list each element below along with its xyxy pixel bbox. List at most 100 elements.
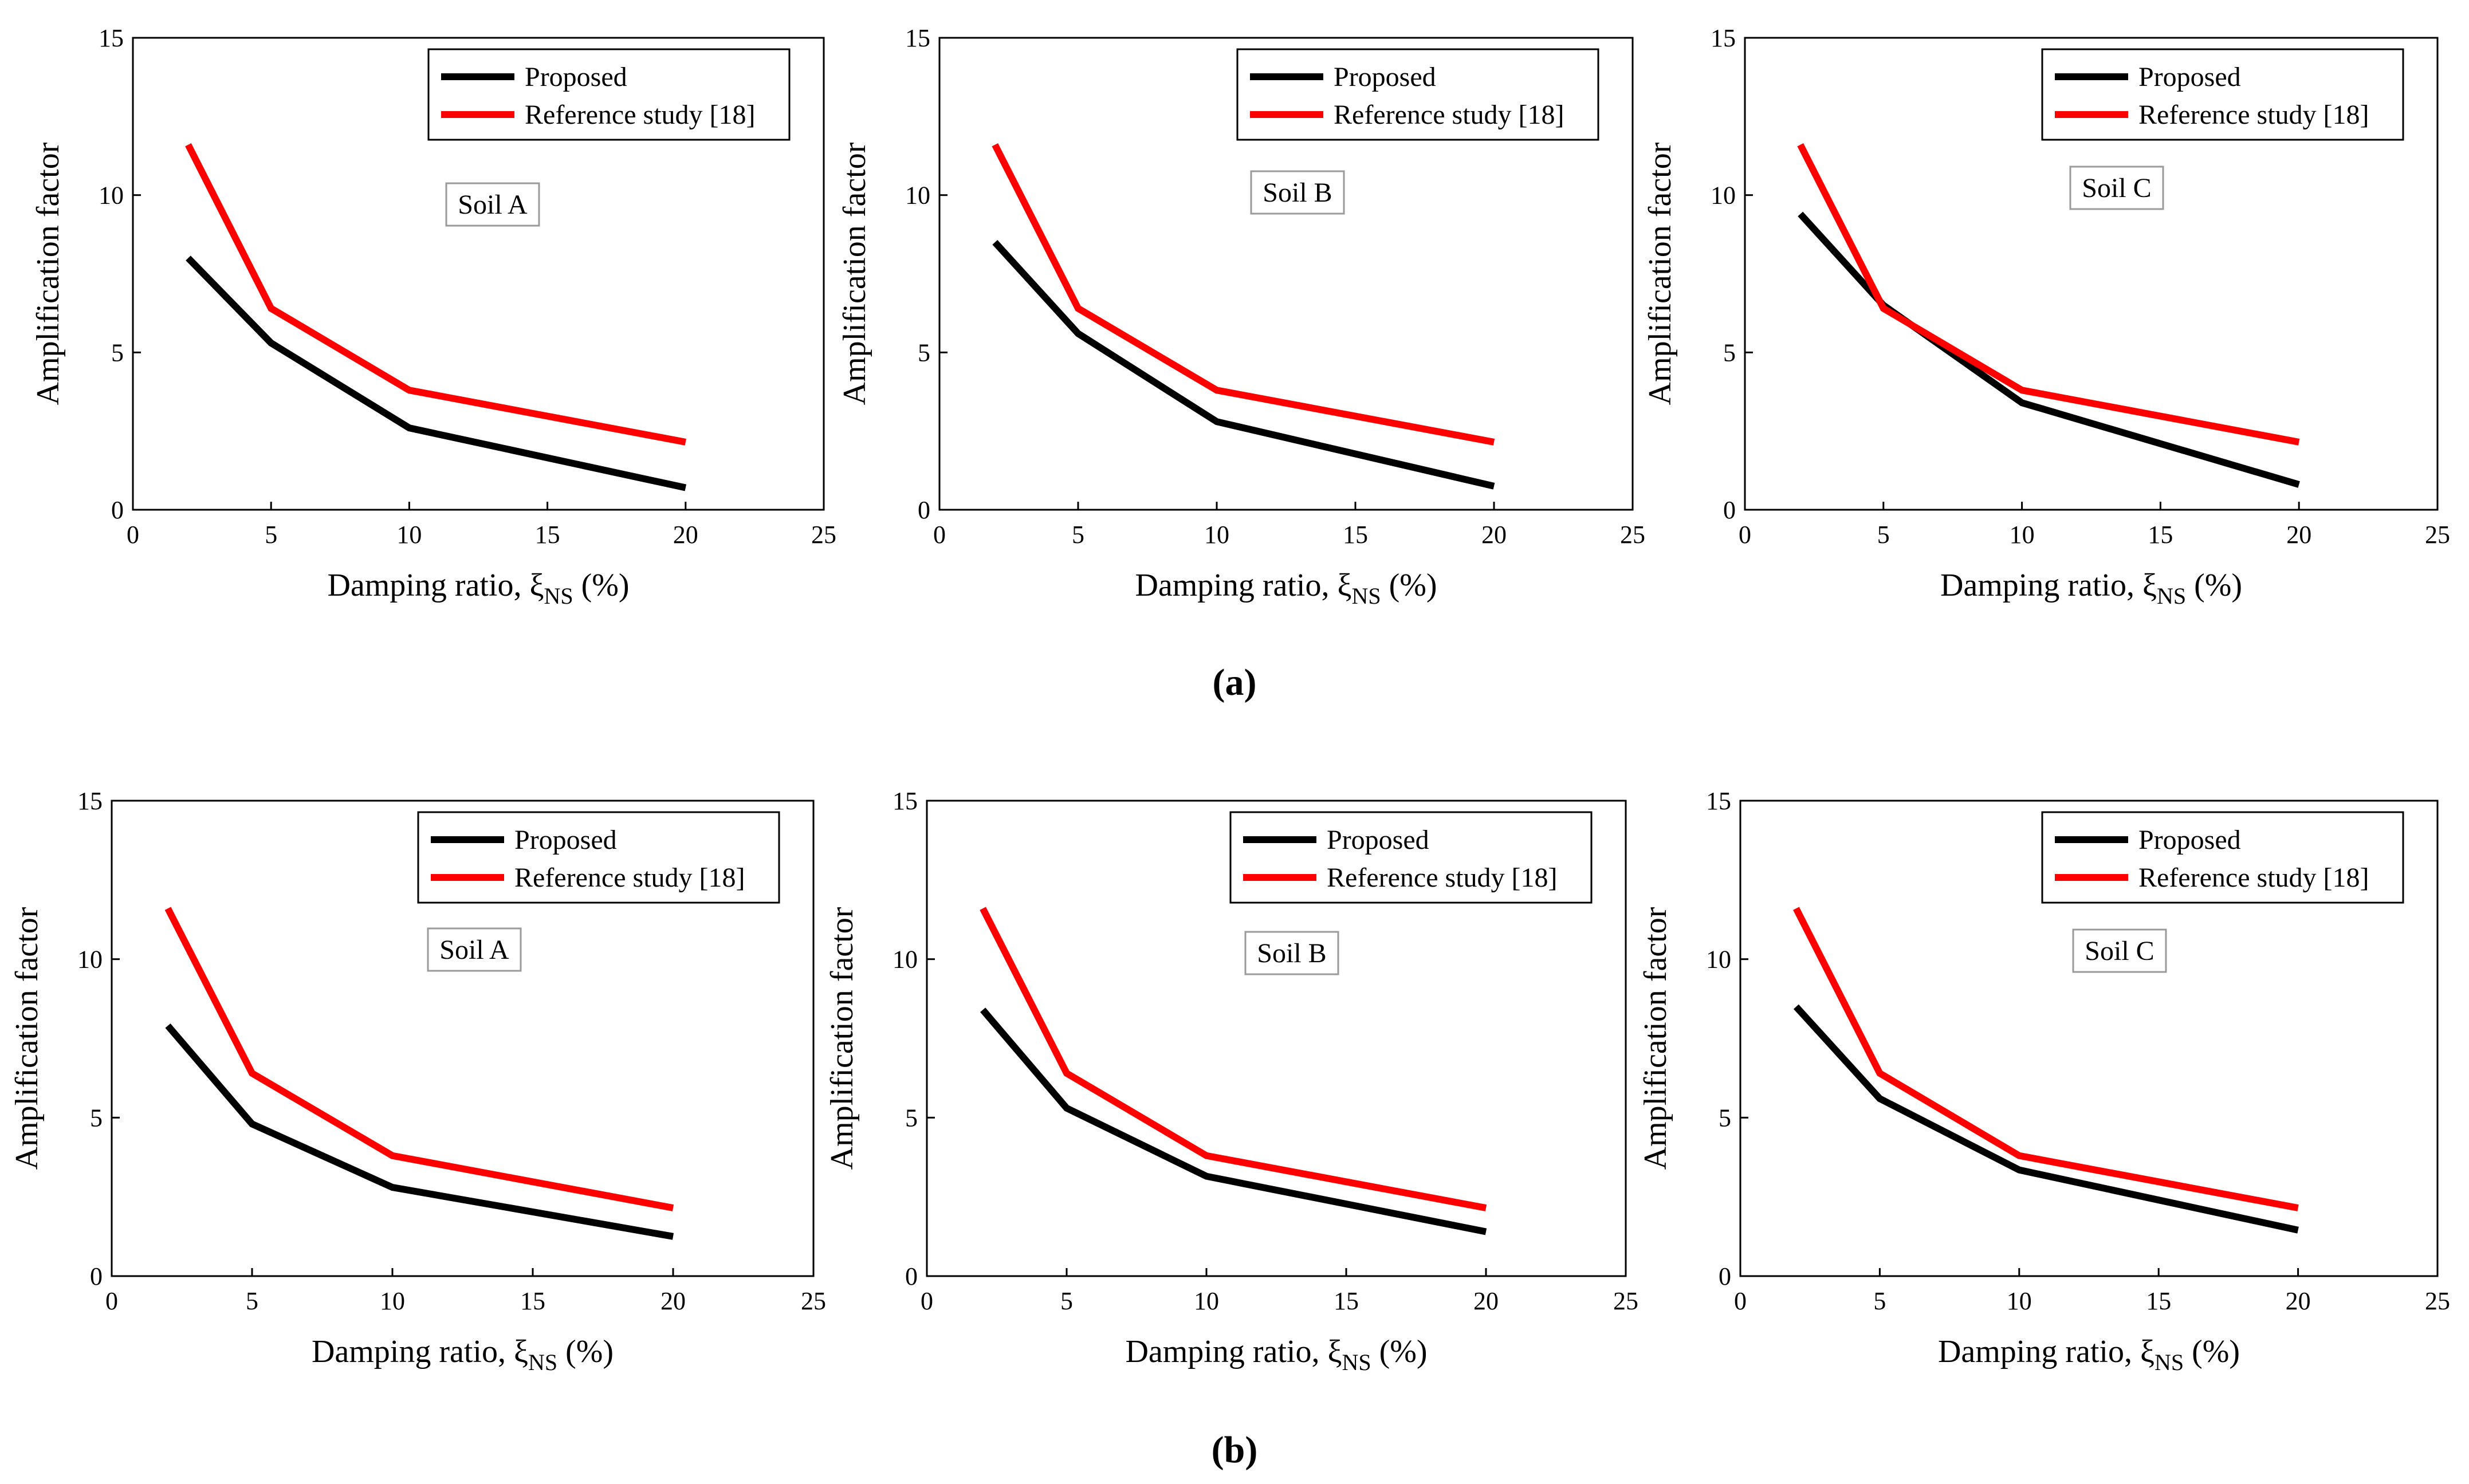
chart-2-y-tick-label: 0 <box>918 496 930 524</box>
chart-3-y-tick-label: 0 <box>1723 496 1736 524</box>
chart-2-x-tick-label: 5 <box>1072 521 1084 549</box>
chart-6-series-reference-line <box>1793 907 2299 1211</box>
chart-5-y-tick-label: 5 <box>905 1104 918 1132</box>
chart-5-y-tick-label: 15 <box>893 787 918 815</box>
chart-6-x-axis-label: Damping ratio, ξNS (%) <box>1938 1334 2240 1375</box>
chart-4-legend: Proposed Reference study [18] <box>417 811 780 904</box>
panel-label-a: (a) <box>1213 662 1257 703</box>
chart-5-x-axis-label-main: Damping ratio, ξ <box>1125 1334 1342 1369</box>
chart-1-annotation-soil-label: Soil A <box>458 190 528 220</box>
chart-2-legend: Proposed Reference study [18] <box>1236 48 1599 141</box>
chart-2-x-axis-label-subscript: NS <box>1351 583 1381 609</box>
chart-5-x-tick-label: 5 <box>1060 1287 1073 1315</box>
chart-5-legend-label-proposed: Proposed <box>1327 825 1429 855</box>
chart-6-y-tick-label: 10 <box>1706 946 1731 974</box>
chart-6-legend-label-proposed: Proposed <box>2138 825 2241 855</box>
chart-6-plot-frame <box>1739 800 2439 1277</box>
chart-4-x-tick-label: 0 <box>105 1287 118 1315</box>
chart-6-annotation-soil-label: Soil C <box>2085 936 2154 966</box>
chart-1-series-proposed-line <box>186 255 687 491</box>
chart-5-y-tick-label: 0 <box>905 1262 918 1290</box>
chart-2-x-tick-label: 25 <box>1620 521 1645 549</box>
chart-3-y-tick-label: 15 <box>1711 24 1736 52</box>
chart-4-x-tick-label: 25 <box>801 1287 826 1315</box>
chart-3-series-proposed-line <box>1798 211 2300 488</box>
chart-1-legend: Proposed Reference study [18] <box>427 48 791 141</box>
chart-2-annotation-soil-label: Soil B <box>1263 178 1332 208</box>
chart-1-x-tick-label: 5 <box>265 521 277 549</box>
chart-2-legend-label-reference: Reference study [18] <box>1334 100 1564 130</box>
chart-1-y-tick-label: 15 <box>99 24 124 52</box>
chart-1-x-axis-label-subscript: NS <box>544 583 573 609</box>
chart-4-x-axis-label-unit: (%) <box>557 1334 614 1369</box>
chart-6-legend: Proposed Reference study [18] <box>2041 811 2404 904</box>
chart-6-series-proposed-line <box>1793 1004 2299 1234</box>
chart-1-legend-label-proposed: Proposed <box>525 62 627 92</box>
chart-2-group: 0 5 10 15 20 25 0 5 10 15 Damping ratio, ξNS (%) Am… <box>837 24 1645 609</box>
chart-3-x-axis-label-subscript: NS <box>2157 583 2186 609</box>
chart-6-annotation-box <box>2072 928 2167 973</box>
chart-1-y-tick-label: 10 <box>99 182 124 210</box>
chart-2-annotation-box <box>1250 170 1345 215</box>
chart-6-x-tick-label: 25 <box>2425 1287 2450 1315</box>
chart-5-series-proposed-line <box>980 1007 1487 1235</box>
chart-1-x-tick-label: 0 <box>127 521 139 549</box>
chart-2-x-axis-label: Damping ratio, ξNS (%) <box>1135 568 1437 609</box>
chart-3-legend: Proposed Reference study [18] <box>2041 48 2404 141</box>
chart-1-x-axis-label-main: Damping ratio, ξ <box>327 568 544 603</box>
chart-4-y-tick-label: 5 <box>90 1104 103 1132</box>
chart-4-series-reference-line <box>164 907 674 1211</box>
chart-5-annotation-soil-label: Soil B <box>1257 938 1326 969</box>
chart-3-series-reference-line <box>1797 143 2300 446</box>
chart-2-x-axis-label-main: Damping ratio, ξ <box>1135 568 1351 603</box>
chart-5-x-tick-label: 25 <box>1613 1287 1638 1315</box>
chart-5-x-tick-label: 15 <box>1334 1287 1359 1315</box>
chart-5-y-tick-label: 10 <box>893 946 918 974</box>
chart-3-x-tick-label: 15 <box>2148 521 2173 549</box>
chart-3-annotation-box <box>2069 166 2164 210</box>
chart-2-x-tick-label: 0 <box>933 521 946 549</box>
chart-5-x-axis-label-unit: (%) <box>1371 1334 1428 1369</box>
chart-1-x-axis-label: Damping ratio, ξNS (%) <box>327 568 629 609</box>
chart-1-legend-label-reference: Reference study [18] <box>525 100 756 130</box>
chart-4-annotation-box <box>427 927 522 972</box>
chart-6-x-tick-label: 10 <box>2007 1287 2032 1315</box>
chart-3-x-tick-label: 5 <box>1877 521 1890 549</box>
chart-3-x-tick-label: 25 <box>2425 521 2450 549</box>
chart-3-legend-label-proposed: Proposed <box>2138 62 2241 92</box>
chart-4-x-tick-label: 10 <box>380 1287 405 1315</box>
chart-1-y-tick-label: 5 <box>111 338 124 367</box>
chart-1-legend-box <box>427 48 791 141</box>
chart-6-x-tick-label: 0 <box>1734 1287 1747 1315</box>
chart-6-group: 0 5 10 15 20 25 0 5 10 15 Damping ratio, ξNS (%) Am… <box>1638 787 2450 1375</box>
chart-5-annotation-box <box>1244 931 1339 975</box>
chart-2-x-tick-label: 15 <box>1343 521 1368 549</box>
chart-5-x-axis-label-subscript: NS <box>1342 1349 1371 1375</box>
chart-3-y-axis-label: Amplification factor <box>1642 142 1678 405</box>
chart-6-x-axis-label-main: Damping ratio, ξ <box>1938 1334 2155 1369</box>
chart-6-legend-box <box>2041 811 2404 904</box>
chart-6-y-tick-label: 15 <box>1706 787 1731 815</box>
chart-6-y-axis-label: Amplification factor <box>1638 907 1673 1170</box>
chart-4-x-tick-label: 20 <box>661 1287 686 1315</box>
chart-1-y-axis-label: Amplification factor <box>30 142 66 405</box>
chart-1-series-reference-line <box>185 143 686 446</box>
chart-6-y-tick-label: 5 <box>1719 1104 1731 1132</box>
chart-2-plot-frame <box>938 37 1634 511</box>
chart-3-y-tick-label: 5 <box>1723 338 1736 367</box>
chart-3-x-tick-label: 10 <box>2010 521 2035 549</box>
chart-5-legend-label-reference: Reference study [18] <box>1327 863 1558 893</box>
chart-3-plot-frame <box>1744 37 2439 511</box>
chart-4-y-tick-label: 10 <box>77 946 103 974</box>
chart-6-x-axis-label-subscript: NS <box>2155 1349 2184 1375</box>
chart-3-annotation-soil-label: Soil C <box>2082 173 2151 203</box>
chart-2-x-axis-label-unit: (%) <box>1381 568 1437 603</box>
chart-4-x-axis-label: Damping ratio, ξNS (%) <box>312 1334 614 1375</box>
chart-2-series-reference-line <box>992 143 1495 446</box>
chart-4-legend-label-proposed: Proposed <box>514 825 617 855</box>
chart-4-y-axis-label: Amplification factor <box>9 907 45 1170</box>
chart-4-x-tick-label: 5 <box>246 1287 258 1315</box>
chart-2-series-proposed-line <box>992 240 1495 490</box>
chart-3-legend-box <box>2041 48 2404 141</box>
